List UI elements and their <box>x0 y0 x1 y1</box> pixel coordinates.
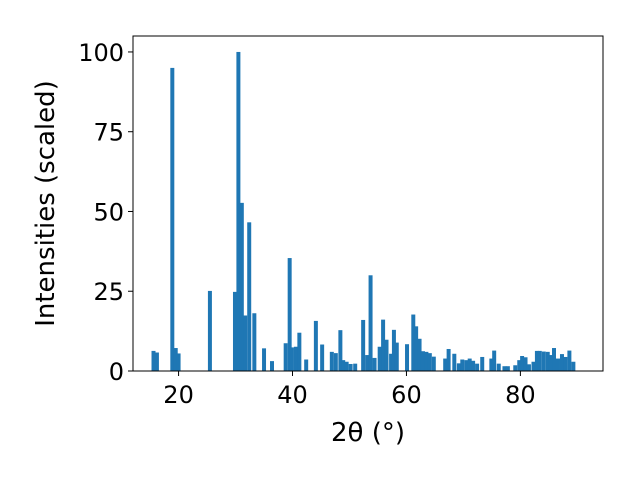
y-axis-ticks: 0 25 50 75 100 <box>78 39 133 386</box>
bar <box>431 356 436 371</box>
bar <box>270 361 274 371</box>
bar <box>365 355 370 371</box>
y-tick-label: 25 <box>93 278 124 306</box>
bar <box>243 315 248 371</box>
bar <box>456 363 461 371</box>
bar <box>384 339 389 371</box>
bar <box>176 353 181 371</box>
bar <box>427 353 432 371</box>
bar <box>353 363 358 371</box>
x-tick-label: 40 <box>277 381 308 409</box>
y-tick-label: 50 <box>93 198 124 226</box>
bar <box>548 355 553 371</box>
bar <box>341 360 346 371</box>
bar <box>571 361 576 371</box>
bar <box>452 353 457 371</box>
bar <box>361 319 366 371</box>
bar <box>154 352 159 371</box>
bar <box>492 350 497 371</box>
bar <box>338 330 343 371</box>
bar <box>443 358 448 371</box>
bar <box>520 356 525 371</box>
bar <box>293 346 298 371</box>
x-tick-label: 60 <box>391 381 422 409</box>
bar <box>333 353 338 371</box>
bar <box>304 359 309 371</box>
bar <box>517 360 522 371</box>
bar <box>545 351 550 371</box>
bar <box>541 351 546 371</box>
bar <box>236 51 241 371</box>
bar <box>460 359 465 371</box>
y-tick-label: 100 <box>78 39 124 67</box>
bar <box>170 67 175 372</box>
bar <box>151 350 156 371</box>
bar <box>329 351 334 371</box>
bar <box>567 350 572 371</box>
bars-group <box>151 51 576 372</box>
bar <box>247 222 252 371</box>
bar <box>344 361 349 371</box>
bar <box>313 320 318 371</box>
bar <box>475 363 480 371</box>
bar <box>513 365 518 371</box>
bar <box>207 290 212 371</box>
bar <box>262 348 267 371</box>
y-axis-label: Intensities (scaled) <box>31 80 61 327</box>
x-tick-label: 80 <box>505 381 536 409</box>
plot-frame <box>132 35 604 372</box>
bar <box>480 356 485 371</box>
bar <box>526 364 531 371</box>
bar <box>232 291 237 371</box>
x-axis-label: 2θ (°) <box>331 418 405 448</box>
bar <box>552 348 556 371</box>
bar <box>239 202 244 371</box>
bar <box>348 363 353 371</box>
y-tick-label: 0 <box>109 358 124 386</box>
bar <box>417 338 422 371</box>
bar <box>446 348 451 371</box>
bar <box>405 344 410 371</box>
bar <box>377 346 382 371</box>
bar <box>523 357 528 371</box>
bar <box>372 357 377 371</box>
x-tick-label: 20 <box>163 381 194 409</box>
bar <box>496 363 501 371</box>
bar <box>252 313 257 371</box>
bar <box>424 351 429 371</box>
bar <box>537 350 542 371</box>
bar <box>556 358 560 371</box>
bar <box>534 350 539 371</box>
y-tick-label: 75 <box>93 119 124 147</box>
bar <box>559 354 564 371</box>
bar <box>394 342 399 371</box>
bar <box>389 353 394 371</box>
bar <box>287 258 292 371</box>
bar <box>489 358 494 371</box>
bar <box>471 360 476 371</box>
bar <box>505 366 510 371</box>
bar <box>368 275 373 371</box>
bar <box>464 360 469 371</box>
bar <box>563 356 568 371</box>
x-axis-ticks: 20 40 60 80 <box>163 371 536 409</box>
bar <box>414 326 419 371</box>
bar <box>173 348 178 371</box>
bar <box>420 351 425 371</box>
bar <box>320 344 325 371</box>
bar <box>411 314 416 371</box>
bar <box>283 343 288 371</box>
bar <box>502 366 507 371</box>
bar <box>289 347 294 371</box>
bar <box>467 358 472 371</box>
bar <box>381 319 386 371</box>
bar <box>297 332 302 371</box>
bar <box>391 329 396 371</box>
bar <box>531 361 536 371</box>
